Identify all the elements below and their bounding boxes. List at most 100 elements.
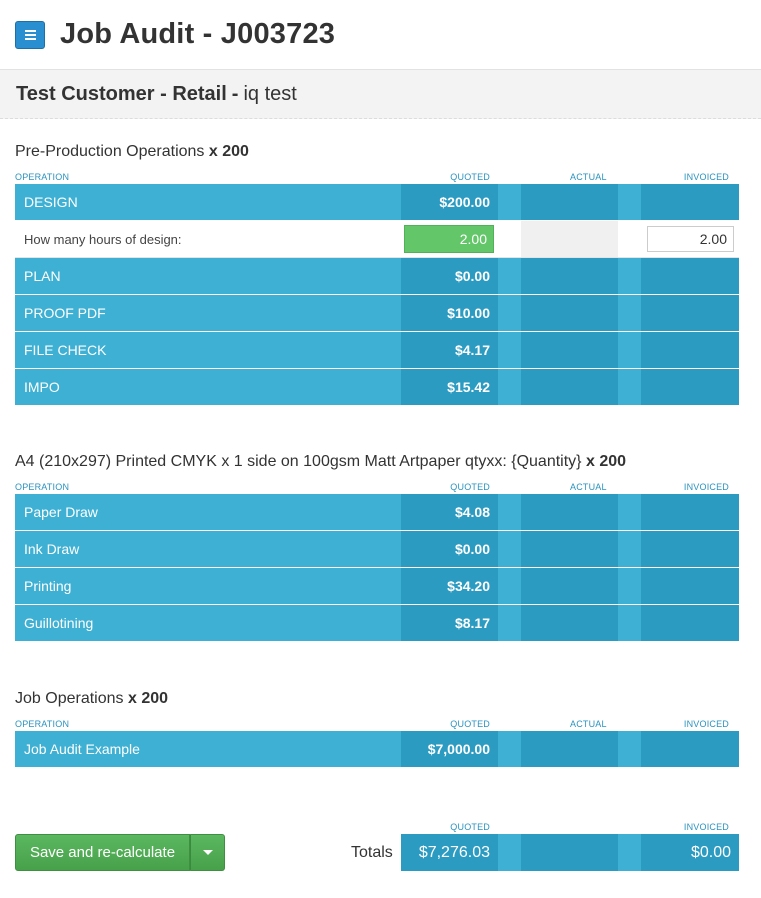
actual-header: ACTUAL: [570, 719, 607, 729]
section-qty: x 200: [127, 690, 169, 707]
quoted-value: $7,000.00: [401, 731, 498, 767]
quoted-header: QUOTED: [450, 719, 490, 729]
caret-down-icon: [202, 850, 213, 855]
section-pre-production: Pre-Production Operations x 200 OPERATIO…: [15, 142, 739, 406]
actual-header: ACTUAL: [570, 482, 607, 492]
section-qty: x 200: [585, 453, 627, 470]
page-header: Job Audit - J003723: [0, 0, 761, 70]
invoiced-total: $0.00: [641, 834, 739, 871]
actual-total-cell: [521, 834, 618, 871]
invoiced-hours-input[interactable]: 2.00: [647, 226, 734, 252]
cell-spacer: [618, 568, 641, 604]
operation-row[interactable]: PROOF PDF $10.00: [15, 295, 739, 332]
quoted-header: QUOTED: [450, 822, 490, 832]
actual-cell: [521, 568, 618, 604]
invoiced-cell: [641, 494, 739, 530]
operation-row[interactable]: IMPO $15.42: [15, 369, 739, 406]
totals-row: $7,276.03 $0.00: [15, 834, 739, 871]
operation-row[interactable]: FILE CHECK $4.17: [15, 332, 739, 369]
cell-spacer: [618, 184, 641, 220]
cell-spacer: [498, 494, 521, 530]
invoiced-cell: [641, 731, 739, 767]
cell-spacer: [498, 605, 521, 641]
quoted-value: $0.00: [401, 531, 498, 567]
cell-spacer: [618, 295, 641, 331]
cell-spacer: [498, 531, 521, 567]
operation-name: Ink Draw: [15, 531, 401, 567]
save-button-group: Save and re-calculate: [15, 834, 225, 871]
cell-spacer: [498, 834, 521, 871]
operation-header: OPERATION: [15, 172, 70, 182]
invoiced-cell: [641, 568, 739, 604]
actual-cell: [521, 221, 618, 257]
operation-name: DESIGN: [15, 184, 401, 220]
invoiced-header: INVOICED: [683, 822, 729, 832]
cell-spacer: [498, 332, 521, 368]
quoted-value: $8.17: [401, 605, 498, 641]
operation-name: Printing: [15, 568, 401, 604]
operation-row[interactable]: Guillotining $8.17: [15, 605, 739, 642]
cell-spacer: [618, 369, 641, 405]
totals-footer: QUOTED INVOICED $7,276.03 $0.00 Totals S…: [15, 818, 739, 874]
invoiced-header: INVOICED: [683, 719, 729, 729]
cell-spacer: [618, 332, 641, 368]
section-printed-item: A4 (210x297) Printed CMYK x 1 side on 10…: [15, 452, 739, 642]
operation-name: PROOF PDF: [15, 295, 401, 331]
cell-spacer: [498, 568, 521, 604]
section-title-text: A4 (210x297) Printed CMYK x 1 side on 10…: [15, 453, 582, 470]
cell-spacer: [618, 834, 641, 871]
actual-cell: [521, 295, 618, 331]
operation-name: PLAN: [15, 258, 401, 294]
customer-bar: Test Customer - Retail - iq test: [0, 70, 761, 119]
operation-name: FILE CHECK: [15, 332, 401, 368]
actual-cell: [521, 332, 618, 368]
actual-cell: [521, 369, 618, 405]
operation-row[interactable]: Job Audit Example $7,000.00: [15, 731, 739, 768]
quoted-hours-input[interactable]: 2.00: [404, 225, 494, 253]
actual-cell: [521, 494, 618, 530]
operation-row[interactable]: Ink Draw $0.00: [15, 531, 739, 568]
totals-label: Totals: [351, 843, 393, 861]
cell-spacer: [618, 731, 641, 767]
operation-header: OPERATION: [15, 482, 70, 492]
save-options-dropdown[interactable]: [190, 834, 225, 871]
save-recalculate-button[interactable]: Save and re-calculate: [15, 834, 190, 871]
invoiced-cell: [641, 531, 739, 567]
section-title-text: Job Operations: [15, 690, 124, 707]
section-job-operations: Job Operations x 200 OPERATION QUOTED AC…: [15, 689, 739, 768]
column-headers: OPERATION QUOTED ACTUAL INVOICED: [15, 478, 739, 494]
section-title-text: Pre-Production Operations: [15, 143, 205, 160]
invoiced-cell: [641, 605, 739, 641]
operation-row[interactable]: Paper Draw $4.08: [15, 494, 739, 531]
cell-spacer: [498, 258, 521, 294]
operation-name: Paper Draw: [15, 494, 401, 530]
operation-row[interactable]: Printing $34.20: [15, 568, 739, 605]
hamburger-menu-icon[interactable]: [15, 20, 45, 49]
operation-name: IMPO: [15, 369, 401, 405]
actual-cell: [521, 605, 618, 641]
invoiced-cell: [641, 295, 739, 331]
actual-cell: [521, 258, 618, 294]
section-title: A4 (210x297) Printed CMYK x 1 side on 10…: [15, 452, 739, 472]
cell-spacer: [618, 258, 641, 294]
quoted-value: $0.00: [401, 258, 498, 294]
actual-cell: [521, 731, 618, 767]
invoiced-cell: [641, 184, 739, 220]
quoted-total: $7,276.03: [401, 834, 498, 871]
invoiced-header: INVOICED: [683, 172, 729, 182]
actual-cell: [521, 184, 618, 220]
cell-spacer: [498, 295, 521, 331]
section-title: Job Operations x 200: [15, 689, 739, 709]
quoted-header: QUOTED: [450, 172, 490, 182]
cell-spacer: [498, 184, 521, 220]
cell-spacer: [498, 731, 521, 767]
quoted-value: $34.20: [401, 568, 498, 604]
operation-row[interactable]: PLAN $0.00: [15, 258, 739, 295]
invoiced-cell: [641, 369, 739, 405]
quoted-value: $4.17: [401, 332, 498, 368]
operation-row[interactable]: DESIGN $200.00: [15, 184, 739, 221]
cell-spacer: [618, 531, 641, 567]
actual-cell: [521, 531, 618, 567]
column-headers: OPERATION QUOTED ACTUAL INVOICED: [15, 168, 739, 184]
quoted-header: QUOTED: [450, 482, 490, 492]
